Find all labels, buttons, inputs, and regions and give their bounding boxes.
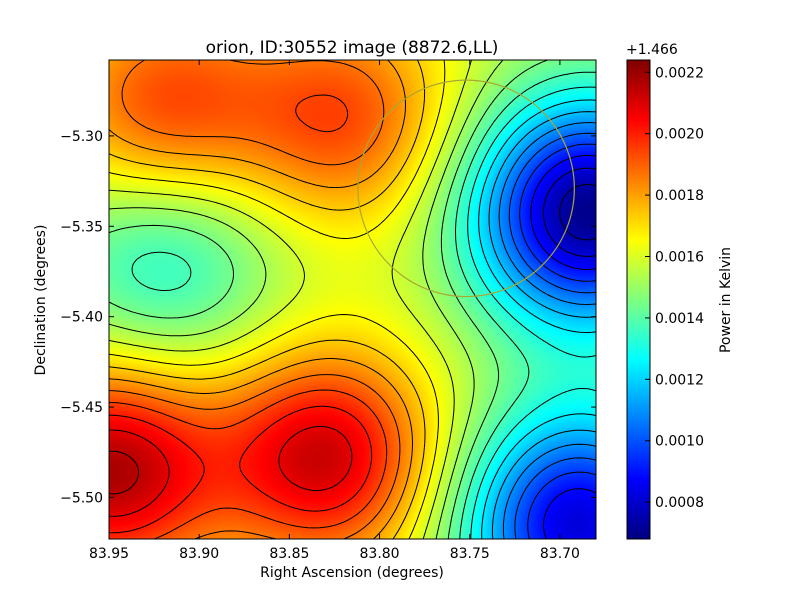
- heatmap-image: [109, 60, 596, 539]
- colorbar-ticks: 0.0008 0.0010 0.0012 0.0014 0.0016 0.0018 0.00…: [645, 65, 704, 511]
- contour-line: [467, 86, 596, 539]
- contour-line: [109, 60, 446, 539]
- colorbar-tick-label: 0.0022: [655, 65, 704, 81]
- contour-line: [530, 154, 596, 539]
- x-tick-label: 83.85: [269, 546, 309, 562]
- colorbar-tick-label: 0.0010: [655, 434, 704, 450]
- plot-frame: [108, 59, 597, 540]
- x-axis-label: Right Ascension (degrees): [260, 565, 444, 581]
- contour-line: [109, 60, 472, 539]
- contour-line: [109, 405, 373, 534]
- x-tick-label: 83.75: [450, 546, 490, 562]
- y-tick-label: −5.40: [60, 310, 103, 326]
- colorbar-label: Power in Kelvin: [718, 247, 734, 353]
- chart-title: orion, ID:30552 image (8872.6,LL): [206, 38, 499, 58]
- y-axis-label: Declination (degrees): [33, 225, 49, 376]
- contour-line: [488, 111, 596, 539]
- contour-line: [478, 99, 596, 539]
- beam-circle: [357, 79, 575, 298]
- colorbar: 0.0008 0.0010 0.0012 0.0014 0.0016 0.0018 0.00…: [626, 42, 734, 540]
- x-axis: 83.95 83.90 83.85 83.80 83.75 83.70: [89, 60, 580, 562]
- x-tick-label: 83.90: [179, 546, 219, 562]
- colorbar-frame: [626, 59, 651, 540]
- heatmap-panel: [108, 59, 597, 540]
- y-tick-label: −5.35: [60, 219, 103, 235]
- contour-lines: [109, 60, 596, 539]
- contour-line: [559, 184, 596, 241]
- colorbar-gradient: [627, 60, 650, 539]
- contour-line: [109, 60, 413, 539]
- colorbar-tick-label: 0.0012: [655, 372, 704, 388]
- contour-line: [131, 71, 596, 539]
- x-tick-label: 83.70: [540, 546, 580, 562]
- contour-line: [109, 450, 139, 495]
- contour-line: [109, 60, 504, 539]
- colorbar-tick-label: 0.0016: [655, 250, 704, 266]
- colorbar-offset-text: +1.466: [626, 42, 678, 58]
- contour-line: [508, 132, 596, 539]
- colorbar-tick-label: 0.0018: [655, 188, 704, 204]
- contour-line: [109, 60, 426, 539]
- contour-line: [498, 122, 596, 539]
- y-tick-label: −5.50: [60, 490, 103, 506]
- y-tick-label: −5.45: [60, 400, 103, 416]
- y-axis: −5.30 −5.35 −5.40 −5.45 −5.50: [60, 129, 596, 506]
- x-tick-label: 83.80: [360, 546, 400, 562]
- y-tick-label: −5.30: [60, 129, 103, 145]
- contour-line: [109, 60, 401, 539]
- colorbar-tick-label: 0.0014: [655, 311, 704, 327]
- x-tick-label: 83.95: [89, 546, 129, 562]
- contour-line: [109, 425, 353, 517]
- contour-line: [109, 60, 549, 539]
- colorbar-tick-label: 0.0008: [655, 495, 704, 511]
- colorbar-tick-label: 0.0020: [655, 127, 704, 143]
- contour-line: [109, 94, 388, 539]
